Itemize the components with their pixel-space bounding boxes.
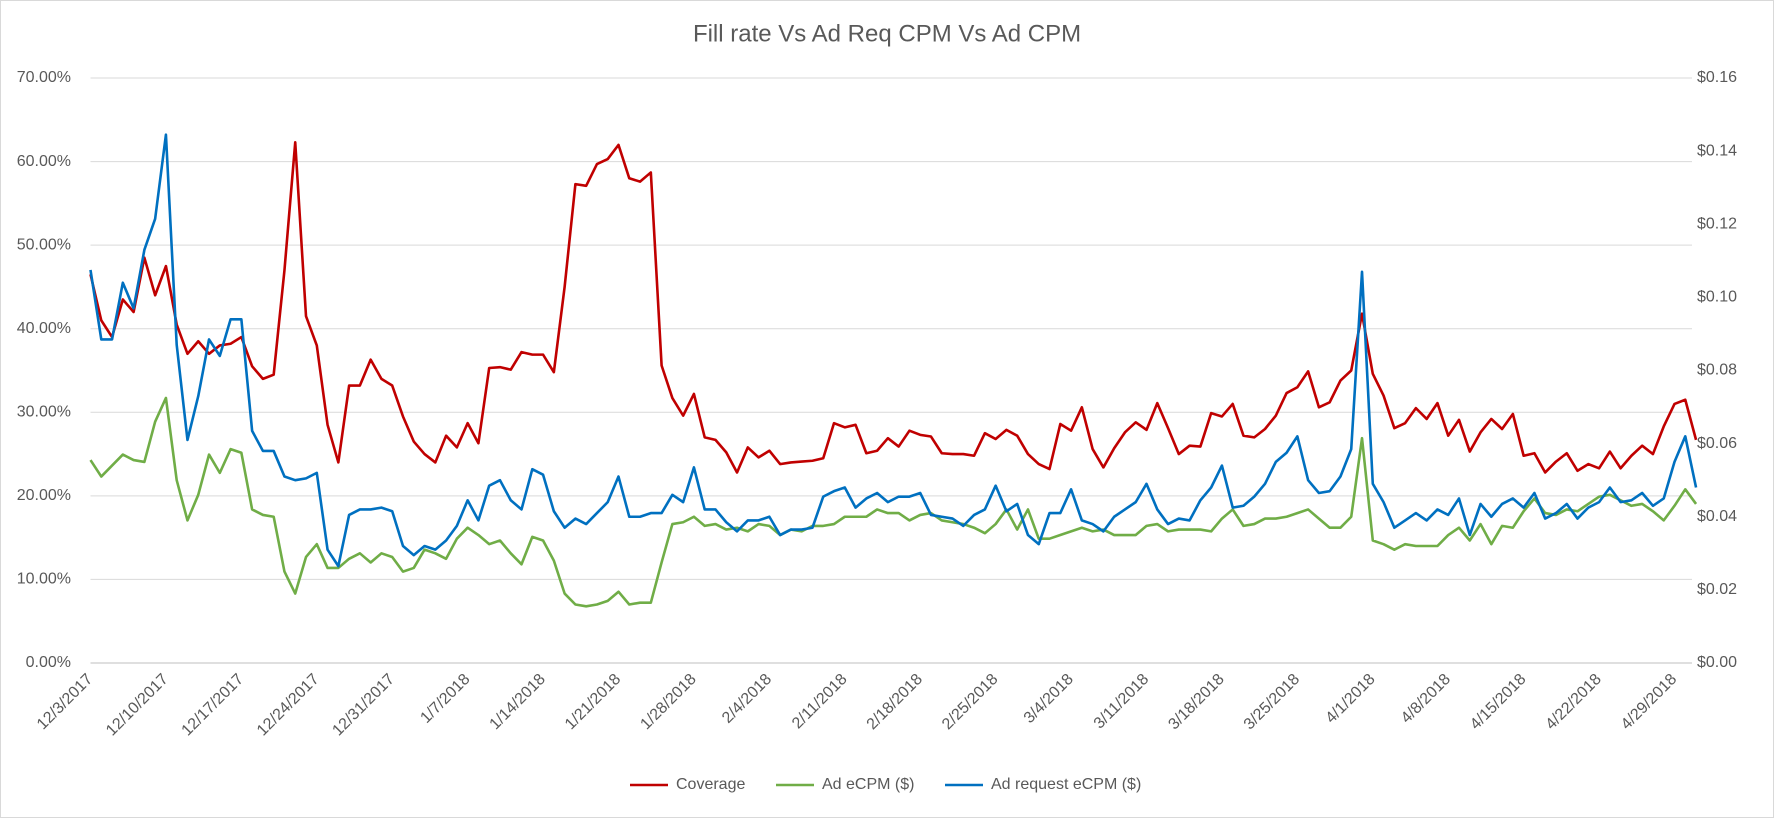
series-line <box>89 141 1698 474</box>
y2-tick-label: $0.06 <box>1697 435 1737 452</box>
y2-tick-label: $0.04 <box>1697 508 1737 525</box>
y-tick-label: 10.00% <box>17 571 71 588</box>
y-tick-label: 20.00% <box>17 487 71 504</box>
legend-label: Coverage <box>676 776 745 793</box>
y-tick-label: 40.00% <box>17 320 71 337</box>
y-tick-label: 70.00% <box>17 69 71 86</box>
y2-tick-label: $0.16 <box>1697 69 1737 86</box>
y-tick-label: 60.00% <box>17 153 71 170</box>
chart-title: Fill rate Vs Ad Req CPM Vs Ad CPM <box>693 20 1081 47</box>
y2-tick-label: $0.14 <box>1697 142 1737 159</box>
series-line <box>89 133 1698 568</box>
y2-tick-label: $0.00 <box>1697 654 1737 671</box>
y2-tick-label: $0.12 <box>1697 215 1737 232</box>
y-tick-label: 30.00% <box>17 404 71 421</box>
legend-label: Ad eCPM ($) <box>822 776 914 793</box>
y2-tick-label: $0.02 <box>1697 581 1737 598</box>
y-tick-label: 0.00% <box>26 654 71 671</box>
series-line <box>89 396 1698 608</box>
y-tick-label: 50.00% <box>17 236 71 253</box>
legend-label: Ad request eCPM ($) <box>991 776 1141 793</box>
y2-tick-label: $0.10 <box>1697 289 1737 306</box>
y2-tick-label: $0.08 <box>1697 362 1737 379</box>
